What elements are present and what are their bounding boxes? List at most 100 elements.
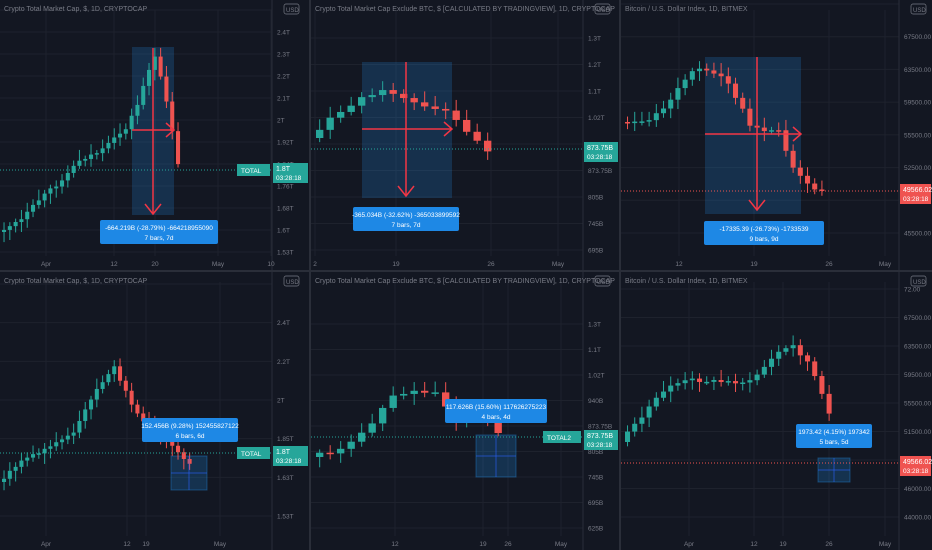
candle[interactable]: [725, 381, 731, 383]
candle[interactable]: [60, 180, 65, 187]
candle[interactable]: [25, 457, 30, 461]
candle[interactable]: [316, 129, 324, 138]
candle[interactable]: [819, 376, 825, 394]
candle[interactable]: [135, 104, 140, 116]
candle[interactable]: [123, 129, 128, 134]
candlestick-chart[interactable]: Bitcoin / U.S. Dollar Index, 1D, BITMEX U…: [621, 0, 932, 270]
candle[interactable]: [797, 345, 803, 356]
candle[interactable]: [7, 470, 12, 479]
candle[interactable]: [54, 442, 59, 447]
candle[interactable]: [48, 188, 53, 194]
candle[interactable]: [783, 130, 789, 151]
candle[interactable]: [484, 140, 492, 152]
candle[interactable]: [170, 441, 175, 446]
candle[interactable]: [697, 68, 703, 72]
candlestick-chart[interactable]: Crypto Total Market Cap Exclude BTC, $ […: [311, 0, 619, 270]
candle[interactable]: [661, 108, 667, 114]
candle[interactable]: [632, 423, 638, 432]
candle[interactable]: [389, 395, 397, 408]
candle[interactable]: [42, 193, 47, 201]
chart-panel[interactable]: Crypto Total Market Cap Exclude BTC, $ […: [311, 272, 619, 550]
candle[interactable]: [100, 148, 105, 154]
candle[interactable]: [661, 391, 667, 398]
candle[interactable]: [94, 153, 99, 155]
candle[interactable]: [740, 382, 746, 384]
currency-badge[interactable]: [283, 3, 300, 15]
candle[interactable]: [89, 399, 94, 410]
candle[interactable]: [368, 95, 376, 98]
candle[interactable]: [646, 120, 652, 122]
candle[interactable]: [704, 381, 710, 384]
candle[interactable]: [653, 113, 659, 121]
candle[interactable]: [83, 158, 88, 161]
candle[interactable]: [106, 142, 111, 149]
candlestick-chart[interactable]: Crypto Total Market Cap, $, 1D, CRYPTOCA…: [0, 0, 309, 270]
candle[interactable]: [790, 345, 796, 349]
chart-panel[interactable]: Bitcoin / U.S. Dollar Index, 1D, BITMEX U…: [621, 272, 932, 550]
candle[interactable]: [682, 79, 688, 89]
candle[interactable]: [347, 105, 355, 112]
candle[interactable]: [769, 130, 775, 132]
candle[interactable]: [494, 422, 502, 434]
candle[interactable]: [632, 121, 638, 124]
candle[interactable]: [71, 432, 76, 436]
candle[interactable]: [790, 150, 796, 168]
candle[interactable]: [164, 76, 169, 102]
candle[interactable]: [733, 381, 739, 384]
candle[interactable]: [689, 71, 695, 80]
candle[interactable]: [7, 226, 12, 230]
candle[interactable]: [646, 406, 652, 418]
chart-panel[interactable]: Bitcoin / U.S. Dollar Index, 1D, BITMEX U…: [621, 0, 932, 270]
candle[interactable]: [812, 183, 818, 190]
candle[interactable]: [747, 380, 753, 383]
candle[interactable]: [118, 366, 123, 381]
candle[interactable]: [442, 392, 450, 407]
candle[interactable]: [442, 108, 450, 111]
candle[interactable]: [176, 445, 181, 453]
candle[interactable]: [141, 85, 146, 105]
candle[interactable]: [668, 99, 674, 109]
candle[interactable]: [819, 189, 825, 191]
candle[interactable]: [141, 413, 146, 422]
candle[interactable]: [379, 407, 387, 424]
candle[interactable]: [65, 435, 70, 440]
candle[interactable]: [761, 127, 767, 132]
candle[interactable]: [65, 172, 70, 181]
currency-badge[interactable]: [594, 275, 611, 287]
candle[interactable]: [13, 222, 18, 227]
candle[interactable]: [77, 160, 82, 166]
candle[interactable]: [2, 229, 7, 232]
candle[interactable]: [176, 131, 181, 165]
currency-badge[interactable]: [910, 3, 927, 15]
candle[interactable]: [77, 420, 82, 433]
candle[interactable]: [19, 460, 24, 467]
candle[interactable]: [337, 111, 345, 118]
candle[interactable]: [368, 423, 376, 433]
candle[interactable]: [421, 102, 429, 107]
candle[interactable]: [326, 452, 334, 455]
candle[interactable]: [48, 446, 53, 449]
chart-panel[interactable]: Crypto Total Market Cap, $, 1D, CRYPTOCA…: [0, 272, 309, 550]
candle[interactable]: [812, 361, 818, 377]
candle[interactable]: [421, 390, 429, 393]
candle[interactable]: [152, 56, 157, 70]
candle[interactable]: [747, 108, 753, 126]
candle[interactable]: [400, 393, 408, 396]
candle[interactable]: [54, 186, 59, 189]
chart-panel[interactable]: Crypto Total Market Cap, $, 1D, CRYPTOCA…: [0, 0, 309, 270]
candle[interactable]: [639, 417, 645, 424]
candle[interactable]: [783, 348, 789, 352]
candle[interactable]: [797, 167, 803, 176]
candle[interactable]: [725, 76, 731, 84]
candle[interactable]: [682, 380, 688, 384]
candle[interactable]: [704, 68, 710, 71]
candle[interactable]: [711, 380, 717, 382]
candle[interactable]: [805, 175, 811, 184]
candle[interactable]: [718, 380, 724, 383]
candlestick-chart[interactable]: Crypto Total Market Cap Exclude BTC, $ […: [311, 272, 619, 550]
candle[interactable]: [129, 115, 134, 130]
candle[interactable]: [94, 388, 99, 400]
candle[interactable]: [112, 137, 117, 143]
candle[interactable]: [25, 211, 30, 220]
candle[interactable]: [776, 351, 782, 359]
